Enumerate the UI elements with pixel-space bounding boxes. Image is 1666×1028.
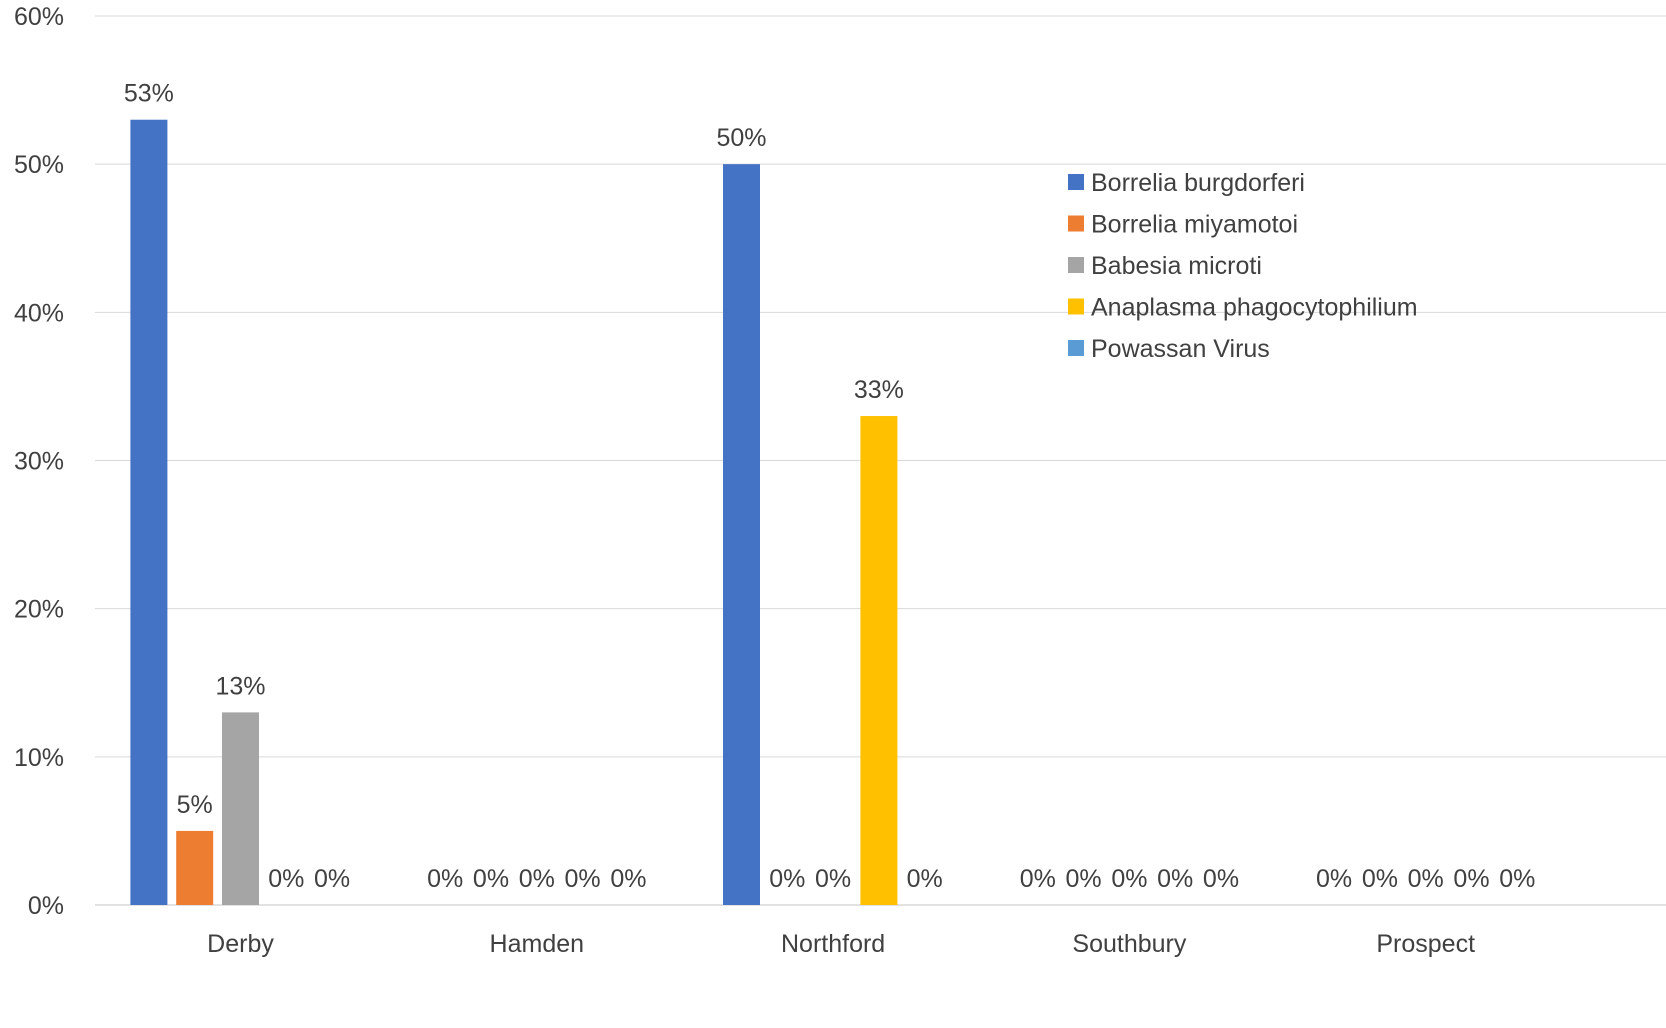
- legend-item[interactable]: Borrelia burgdorferi: [1068, 169, 1305, 197]
- legend-label: Powassan Virus: [1091, 335, 1270, 363]
- x-category-label: Hamden: [490, 930, 585, 958]
- data-label: 0%: [769, 865, 805, 893]
- bars: [130, 119, 898, 905]
- data-label: 0%: [314, 865, 350, 893]
- y-tick-label: 60%: [14, 3, 64, 31]
- data-label: 0%: [1316, 865, 1352, 893]
- data-label: 53%: [124, 80, 174, 108]
- y-tick-label: 10%: [14, 744, 64, 772]
- legend[interactable]: Borrelia burgdorferi Borrelia miyamotoi Ba…: [1068, 169, 1418, 363]
- legend-item[interactable]: Borrelia miyamotoi: [1068, 211, 1298, 239]
- legend-swatch: [1068, 174, 1084, 190]
- bar[interactable]: [723, 164, 760, 905]
- legend-label: Babesia microti: [1091, 252, 1262, 280]
- data-label: 0%: [1066, 865, 1102, 893]
- y-tick-label: 40%: [14, 299, 64, 327]
- legend-item[interactable]: Anaplasma phagocytophilium: [1068, 294, 1418, 322]
- data-label: 0%: [268, 865, 304, 893]
- x-category-label: Derby: [207, 930, 274, 958]
- legend-item[interactable]: Babesia microti: [1068, 252, 1262, 280]
- data-label: 0%: [565, 865, 601, 893]
- data-labels: 53% 5% 13% 0% 0% 0% 0% 0% 0% 0% 50% 0% 0% 33% 0% 0% 0% 0%…: [124, 80, 1535, 893]
- legend-label: Borrelia miyamotoi: [1091, 211, 1298, 239]
- data-label: 5%: [177, 791, 213, 819]
- data-label: 0%: [1203, 865, 1239, 893]
- y-axis-ticks: 0% 10% 20% 30% 40% 50% 60%: [14, 3, 64, 920]
- bar[interactable]: [176, 830, 214, 905]
- data-label: 0%: [1362, 865, 1398, 893]
- legend-label: Borrelia burgdorferi: [1091, 169, 1305, 197]
- legend-swatch: [1068, 215, 1084, 232]
- data-label: 0%: [1111, 865, 1147, 893]
- data-label: 50%: [716, 124, 766, 152]
- x-axis-categories: Derby Hamden Northford Southbury Prospect: [207, 930, 1475, 958]
- x-category-label: Prospect: [1376, 930, 1475, 958]
- data-label: 33%: [854, 376, 904, 404]
- x-category-label: Southbury: [1072, 930, 1186, 958]
- data-label: 0%: [907, 865, 943, 893]
- legend-swatch: [1068, 257, 1084, 273]
- gridlines: [95, 15, 1666, 906]
- legend-item[interactable]: Powassan Virus: [1068, 335, 1270, 363]
- data-label: 0%: [815, 865, 851, 893]
- data-label: 0%: [1453, 865, 1489, 893]
- data-label: 0%: [473, 865, 509, 893]
- bar[interactable]: [222, 712, 259, 905]
- y-tick-label: 20%: [14, 596, 64, 624]
- legend-swatch: [1068, 340, 1084, 356]
- data-label: 13%: [215, 672, 265, 700]
- legend-label: Anaplasma phagocytophilium: [1091, 294, 1418, 322]
- bar[interactable]: [860, 416, 898, 905]
- data-label: 0%: [1499, 865, 1535, 893]
- legend-swatch: [1068, 298, 1084, 315]
- x-category-label: Northford: [781, 930, 885, 958]
- y-tick-label: 30%: [14, 448, 64, 476]
- data-label: 0%: [427, 865, 463, 893]
- data-label: 0%: [610, 865, 646, 893]
- bar[interactable]: [130, 119, 168, 905]
- y-tick-label: 50%: [14, 151, 64, 179]
- data-label: 0%: [519, 865, 555, 893]
- data-label: 0%: [1408, 865, 1444, 893]
- y-tick-label: 0%: [28, 892, 64, 920]
- data-label: 0%: [1020, 865, 1056, 893]
- data-label: 0%: [1157, 865, 1193, 893]
